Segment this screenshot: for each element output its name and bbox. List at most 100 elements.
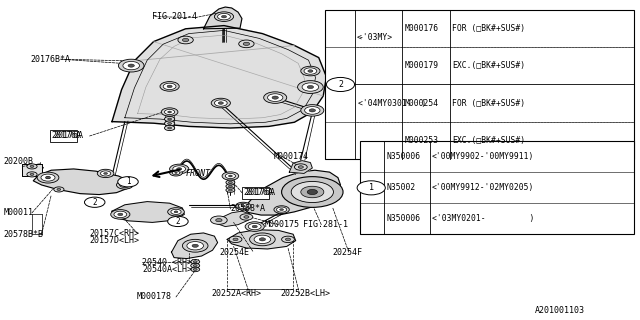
Circle shape [177, 168, 182, 170]
Text: 20176A: 20176A [52, 132, 82, 140]
Polygon shape [204, 7, 242, 29]
Circle shape [174, 211, 178, 213]
Circle shape [57, 188, 61, 190]
Circle shape [168, 127, 172, 129]
Text: 1: 1 [369, 183, 374, 192]
Circle shape [307, 189, 317, 195]
Circle shape [226, 188, 235, 192]
Circle shape [182, 239, 208, 252]
Circle shape [222, 172, 239, 180]
Circle shape [248, 223, 261, 230]
Circle shape [228, 181, 232, 183]
Circle shape [305, 107, 320, 114]
Text: 20157C<RH>: 20157C<RH> [90, 229, 140, 238]
Text: <'04MY0301-  ): <'04MY0301- ) [358, 99, 427, 108]
Polygon shape [289, 161, 312, 173]
Text: FRONT: FRONT [186, 169, 211, 178]
Circle shape [268, 94, 283, 101]
Circle shape [116, 181, 133, 189]
Text: 20176A: 20176A [53, 132, 83, 140]
Circle shape [308, 70, 313, 72]
Circle shape [30, 165, 34, 167]
Circle shape [187, 242, 204, 250]
Circle shape [45, 176, 51, 179]
Text: 20176B*A: 20176B*A [31, 55, 70, 64]
Circle shape [236, 202, 251, 210]
Text: -'03MY>: -'03MY> [358, 33, 392, 42]
Circle shape [228, 175, 232, 177]
Circle shape [123, 61, 140, 70]
Circle shape [244, 216, 249, 218]
Bar [242, 187, 269, 199]
Circle shape [118, 213, 123, 216]
Text: 20568*A: 20568*A [230, 204, 266, 213]
Circle shape [280, 209, 284, 211]
Circle shape [252, 225, 257, 228]
Text: N350006: N350006 [387, 214, 420, 223]
Text: FIG.201-4: FIG.201-4 [152, 12, 197, 21]
Circle shape [304, 68, 317, 74]
Circle shape [167, 85, 172, 88]
Text: FOR (□BK#+SUS#): FOR (□BK#+SUS#) [452, 99, 525, 108]
Text: N35002: N35002 [387, 183, 416, 192]
Circle shape [161, 108, 178, 116]
Circle shape [182, 38, 189, 42]
Circle shape [239, 40, 254, 48]
Circle shape [357, 181, 385, 195]
Circle shape [228, 185, 232, 187]
Circle shape [120, 182, 130, 188]
Text: 20254F: 20254F [332, 248, 362, 257]
Polygon shape [216, 211, 250, 227]
Circle shape [225, 173, 236, 179]
Circle shape [193, 268, 197, 270]
Circle shape [97, 169, 114, 178]
Text: M000175: M000175 [265, 220, 300, 229]
Circle shape [173, 166, 186, 172]
Text: 20540A<LH>: 20540A<LH> [142, 265, 192, 274]
Polygon shape [172, 233, 218, 259]
Text: M000179: M000179 [404, 61, 438, 70]
Circle shape [164, 121, 175, 126]
Circle shape [123, 184, 127, 186]
Text: M00011: M00011 [4, 208, 34, 217]
Polygon shape [112, 26, 326, 128]
Circle shape [30, 173, 34, 175]
Circle shape [164, 109, 175, 115]
Bar [22, 164, 42, 176]
Text: M000178: M000178 [136, 292, 172, 301]
Text: 2: 2 [175, 217, 180, 226]
Circle shape [282, 236, 294, 243]
Circle shape [41, 174, 55, 181]
Circle shape [282, 177, 343, 207]
Circle shape [84, 197, 105, 207]
Bar [50, 130, 77, 142]
Circle shape [254, 235, 271, 244]
Circle shape [294, 164, 307, 170]
Circle shape [285, 238, 291, 241]
Text: M000254: M000254 [404, 99, 438, 108]
Circle shape [191, 263, 200, 268]
Circle shape [214, 100, 227, 106]
Text: <'00MY9902-'00MY9911): <'00MY9902-'00MY9911) [432, 152, 534, 161]
Text: <: < [356, 33, 362, 42]
Text: FIG.281-1: FIG.281-1 [303, 220, 348, 229]
Text: 20578B*B: 20578B*B [4, 230, 44, 239]
Circle shape [238, 204, 248, 209]
Circle shape [298, 81, 323, 93]
Circle shape [191, 260, 200, 264]
Circle shape [171, 209, 181, 214]
Circle shape [118, 177, 138, 187]
Polygon shape [227, 230, 296, 249]
Circle shape [164, 125, 175, 131]
Circle shape [221, 15, 227, 18]
Circle shape [211, 216, 227, 224]
Circle shape [193, 261, 197, 263]
Circle shape [276, 207, 287, 212]
Circle shape [46, 177, 50, 179]
Circle shape [216, 219, 222, 222]
Circle shape [233, 238, 238, 241]
Text: M000174: M000174 [274, 152, 309, 161]
Circle shape [175, 172, 177, 173]
Text: 20176A: 20176A [245, 188, 275, 197]
Text: FOR (□BK#+SUS#): FOR (□BK#+SUS#) [452, 24, 525, 33]
